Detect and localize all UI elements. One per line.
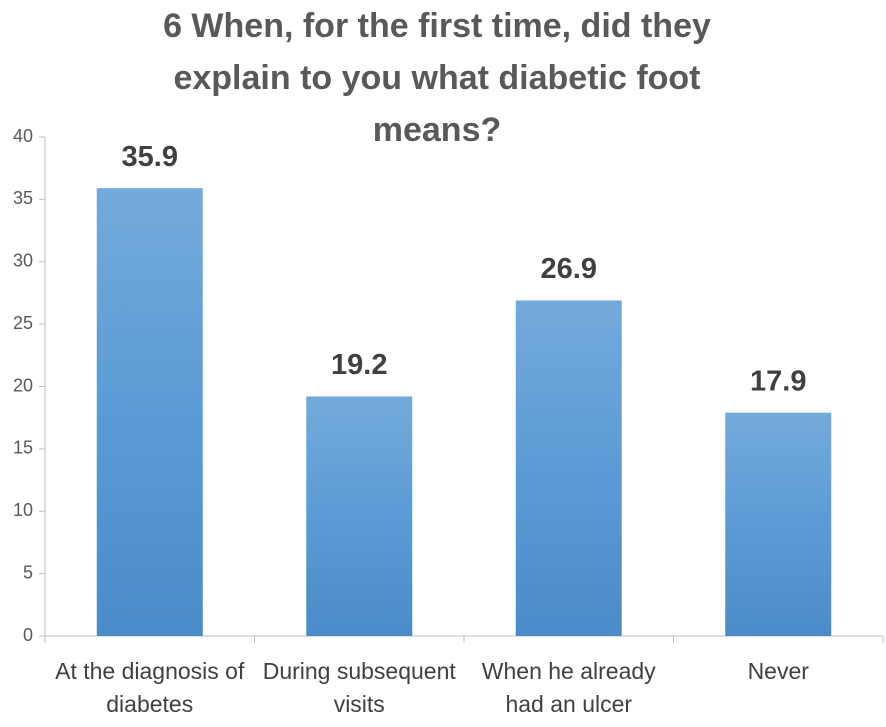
bar — [96, 188, 203, 636]
y-tick-label: 0 — [23, 625, 33, 645]
y-tick-label: 20 — [13, 375, 33, 395]
y-tick-label: 15 — [13, 438, 33, 458]
y-tick-label: 25 — [13, 313, 33, 333]
value-label: 17.9 — [750, 365, 806, 397]
bar — [515, 300, 622, 636]
y-tick-label: 10 — [13, 500, 33, 520]
x-tick-label: Never — [747, 658, 809, 684]
value-label: 35.9 — [122, 141, 178, 173]
x-tick-label: When he already had an ulcer — [481, 658, 656, 717]
value-label: 26.9 — [541, 253, 597, 285]
y-tick-label: 40 — [13, 126, 33, 146]
y-tick-label: 30 — [13, 251, 33, 271]
chart-title: 6 When, for the first time, did they exp… — [163, 7, 711, 149]
x-tick-label: At the diagnosis of diabetes — [55, 658, 245, 717]
value-label: 19.2 — [331, 349, 387, 381]
y-tick-label: 5 — [23, 562, 33, 582]
bar — [306, 396, 413, 636]
bar — [725, 412, 832, 636]
x-tick-label: During subsequent visits — [262, 658, 456, 717]
y-tick-label: 35 — [13, 188, 33, 208]
